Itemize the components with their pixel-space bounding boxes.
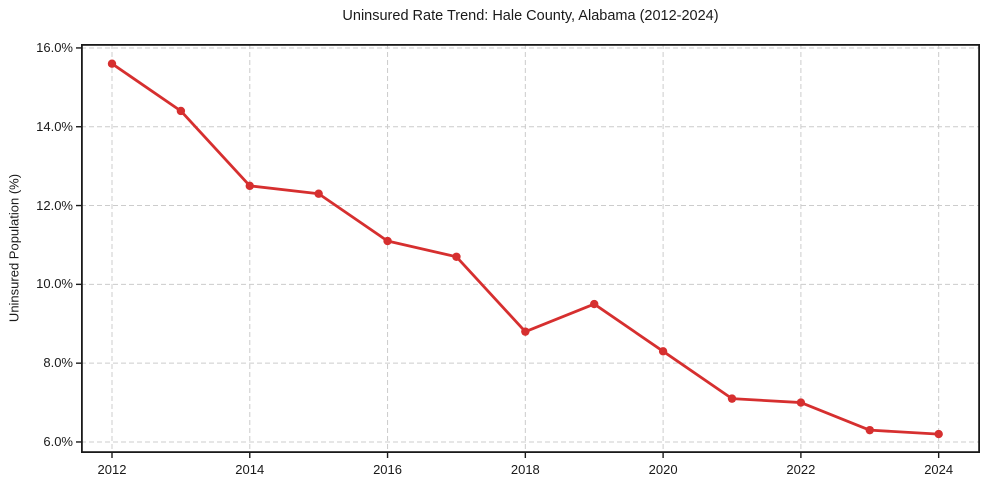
plot-frame: [80, 43, 981, 454]
data-point: [590, 299, 599, 309]
data-point: [521, 327, 530, 336]
data-point: [796, 398, 806, 407]
y-tick-label: 8.0%: [43, 355, 73, 371]
x-tick-label: 2024: [924, 462, 954, 477]
x-tick-label: 2014: [235, 462, 265, 477]
data-point: [934, 429, 943, 439]
x-tick-label: 2020: [648, 462, 678, 477]
data-point: [452, 252, 461, 261]
y-tick-label: 16.0%: [36, 39, 73, 55]
x-tick-label: 2016: [373, 462, 402, 477]
data-point: [107, 59, 117, 68]
data-point: [176, 106, 186, 116]
data-point: [245, 181, 254, 191]
y-tick-label: 6.0%: [43, 433, 73, 449]
data-point: [865, 425, 874, 435]
data-point: [383, 236, 392, 246]
x-tick-label: 2018: [510, 462, 540, 477]
data-point: [658, 347, 668, 356]
x-tick-label: 2012: [97, 462, 127, 477]
data-point: [727, 394, 737, 403]
y-axis-label: Uninsured Population (%): [6, 173, 22, 323]
chart-title: Uninsured Rate Trend: Hale County, Alaba…: [342, 8, 719, 24]
plot-area: [76, 43, 981, 458]
data-point: [314, 189, 323, 198]
y-tick-label: 14.0%: [36, 118, 73, 134]
y-tick-label: 10.0%: [36, 276, 73, 292]
x-tick-label: 2022: [786, 462, 816, 477]
line-plot-canvas: [76, 43, 981, 458]
y-tick-label: 12.0%: [36, 197, 73, 213]
